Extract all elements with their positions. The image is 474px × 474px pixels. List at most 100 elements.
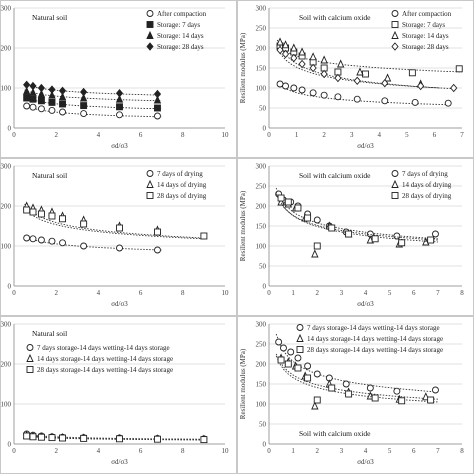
y-tick-label: 100 [256,85,267,93]
data-point [294,204,302,212]
y-tick-label: 300 [1,321,12,329]
legend-label: Storage: 7 days [402,21,445,29]
data-point [309,89,317,97]
data-point [304,214,312,222]
x-tick-label: 4 [364,289,368,297]
x-axis-label: σd/σ3 [357,142,374,150]
x-axis-label: σd/σ3 [111,458,128,466]
data-point [115,94,124,103]
series: 7 days of drying [23,170,203,254]
y-tick-label: 0 [263,441,267,449]
data-point [334,93,342,101]
y-tick-label: 50 [259,421,267,429]
data-point [23,432,31,440]
y-tick-label: 50 [259,105,267,113]
x-tick-label: 10 [222,289,230,297]
data-point [281,49,290,59]
data-point [80,87,88,97]
data-point [304,374,312,382]
data-point [427,236,435,244]
x-tick-label: 1 [295,131,299,139]
data-point [37,210,45,218]
x-tick-label: 5 [388,289,392,297]
data-point [345,390,353,398]
y-tick-label: 200 [1,203,12,211]
series: 28 days storage-14 days wetting-14 days … [23,366,208,444]
y-tick-label: 100 [256,243,267,251]
data-point [280,344,287,352]
data-point [383,73,392,82]
data-point [276,37,284,46]
legend-marker [296,333,304,342]
legend-label: Storage: 14 days [157,32,204,40]
data-point [48,90,56,99]
y-axis-label: Resilient modulus (MPa) [239,190,247,261]
chart-panel: 0 50 100 150 200 250 300 0 1 2 3 4 5 6 7 8 σd/σ3 Resilien… [237,158,474,316]
legend-label: 14 days storage-14 days wetting-14 days … [307,335,443,343]
legend-marker [146,42,154,51]
series: After compaction [23,10,207,120]
data-point [80,242,88,250]
x-tick-label: 4 [97,289,101,297]
series: 14 days of drying [22,179,207,239]
legend-label: 28 days storage-14 days wetting-14 days … [307,346,443,354]
legend-label: 7 days storage-14 days wetting-14 days s… [37,344,170,352]
data-point [37,83,46,93]
legend-label: 28 days of drying [402,192,452,200]
series: 7 days storage-14 days wetting-14 days s… [275,324,440,395]
data-point [298,86,306,94]
data-point [80,102,88,110]
data-point [444,99,452,107]
x-tick-label: 8 [181,289,185,297]
y-tick-label: 300 [1,163,12,171]
trend-line [276,43,463,73]
data-point [48,98,56,106]
data-point [290,43,298,52]
y-tick-label: 150 [256,223,267,231]
y-tick-label: 100 [1,85,12,93]
data-point [455,65,463,73]
data-point [59,215,66,223]
legend-label: 14 days of drying [402,181,452,189]
data-point [393,387,401,395]
data-point [277,356,285,364]
data-point [417,81,425,91]
y-tick-label: 0 [8,441,12,449]
legend-label: 7 days of drying [402,170,448,178]
chart-title: Soil with calcium oxide [299,429,371,438]
legend-label: 14 days of drying [157,181,207,189]
x-tick-label: 6 [412,289,416,297]
trend-line [276,81,452,106]
x-tick-label: 6 [139,289,143,297]
data-point [48,85,56,94]
x-tick-label: 8 [460,289,464,297]
x-tick-label: 0 [12,131,16,139]
data-point [59,434,66,442]
y-tick-label: 200 [256,361,267,369]
data-point [290,84,298,92]
x-tick-label: 0 [12,289,16,297]
data-point [328,384,336,392]
data-point [154,228,161,236]
x-tick-label: 6 [433,131,437,139]
y-tick-label: 0 [8,283,12,291]
legend-marker [391,10,399,17]
panel-border [0,0,237,158]
data-point [320,55,328,64]
data-point [48,212,56,220]
legend-marker [391,170,399,177]
x-axis-label: σd/σ3 [111,142,128,150]
x-tick-label: 7 [436,447,440,455]
legend-marker [296,324,304,331]
legend-label: Storage: 7 days [157,21,200,29]
data-point [381,97,389,105]
x-tick-label: 3 [340,447,344,455]
x-tick-label: 3 [340,289,344,297]
y-axis-label: Resilient modulus (MPa) [239,348,247,419]
legend-marker [146,192,154,199]
data-point [116,111,123,119]
data-point [345,230,353,238]
legend-marker [391,192,399,199]
data-point [309,52,317,61]
trend-line [275,355,438,403]
